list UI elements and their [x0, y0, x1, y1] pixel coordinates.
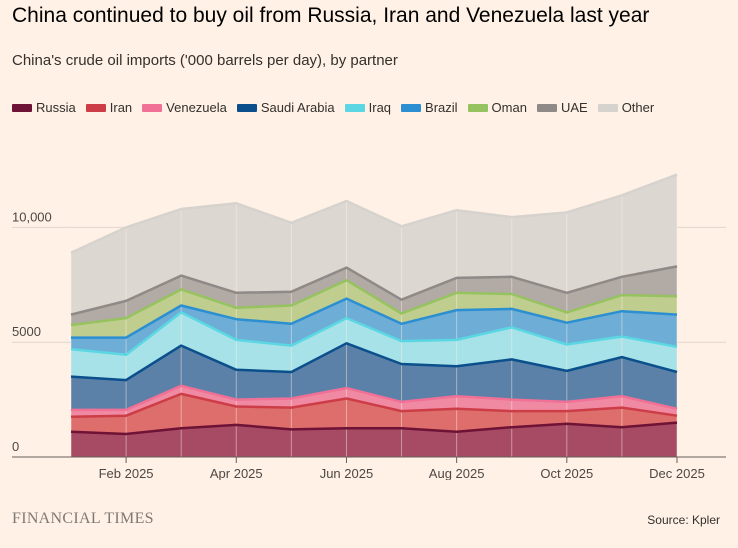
x-tick-label: Dec 2025: [649, 466, 705, 480]
area-line-iran: [70, 392, 678, 419]
legend-label-saudi-arabia: Saudi Arabia: [260, 100, 335, 115]
area-saudi-arabia: [71, 343, 677, 410]
legend-swatch-uae: [536, 103, 557, 112]
x-tick-label: Aug 2025: [429, 466, 485, 480]
legend-item-venezuela: Venezuela: [142, 100, 227, 115]
chart-title: China continued to buy oil from Russia, …: [12, 4, 650, 27]
area-line-uae: [70, 265, 678, 316]
area-line-saudi-arabia: [70, 342, 678, 382]
legend-swatch-brazil: [401, 103, 422, 112]
legend-swatch-oman: [467, 103, 488, 112]
x-tick-label: Feb 2025: [99, 466, 154, 480]
legend-item-other: Other: [597, 100, 655, 115]
area-line-other: [70, 173, 678, 254]
area-russia: [71, 422, 677, 457]
stacked-area-chart: 0 5000 10,000 Feb 2025 Apr 2025 Jun 2025 Aug 2…: [12, 166, 726, 480]
source-note: Source: Kpler: [647, 513, 720, 527]
legend-swatch-iraq: [344, 103, 365, 112]
y-tick-label: 10,000: [12, 209, 52, 224]
legend-item-iraq: Iraq: [344, 100, 392, 115]
x-tick-label: Apr 2025: [210, 466, 263, 480]
area-line-iraq: [70, 311, 678, 357]
legend: Russia Iran Venezuela Saudi Arabia Iraq Brazi…: [12, 100, 654, 115]
legend-swatch-venezuela: [142, 103, 163, 112]
legend-label-other: Other: [621, 100, 655, 115]
area-line-oman: [70, 278, 678, 327]
legend-item-brazil: Brazil: [401, 100, 458, 115]
legend-swatch-russia: [12, 103, 32, 112]
legend-label-brazil: Brazil: [425, 100, 458, 115]
area-oman: [71, 280, 677, 338]
legend-swatch-iran: [85, 103, 106, 112]
area-top-lines: [70, 173, 678, 436]
chart-subtitle: China's crude oil imports ('000 barrels …: [12, 52, 398, 69]
area-line-russia: [70, 421, 678, 436]
legend-item-oman: Oman: [467, 100, 527, 115]
area-line-brazil: [71, 297, 678, 339]
legend-item-saudi-arabia: Saudi Arabia: [236, 100, 335, 115]
legend-label-russia: Russia: [36, 100, 76, 115]
y-tick-label: 0: [12, 439, 19, 454]
legend-item-iran: Iran: [85, 100, 133, 115]
x-tick-label: Oct 2025: [540, 466, 593, 480]
legend-label-uae: UAE: [560, 100, 588, 115]
area-venezuela: [71, 385, 677, 417]
legend-label-iran: Iran: [109, 100, 133, 115]
legend-label-venezuela: Venezuela: [166, 100, 227, 115]
legend-swatch-other: [597, 103, 618, 112]
legend-label-oman: Oman: [491, 100, 527, 115]
legend-swatch-saudi-arabia: [236, 103, 257, 112]
ft-logo: FINANCIAL TIMES: [12, 510, 154, 527]
legend-item-russia: Russia: [12, 100, 76, 115]
legend-item-uae: UAE: [536, 100, 588, 115]
legend-label-iraq: Iraq: [368, 100, 392, 115]
area-line-venezuela: [71, 384, 678, 412]
y-tick-label: 5000: [12, 324, 41, 339]
x-tick-label: Jun 2025: [320, 466, 374, 480]
